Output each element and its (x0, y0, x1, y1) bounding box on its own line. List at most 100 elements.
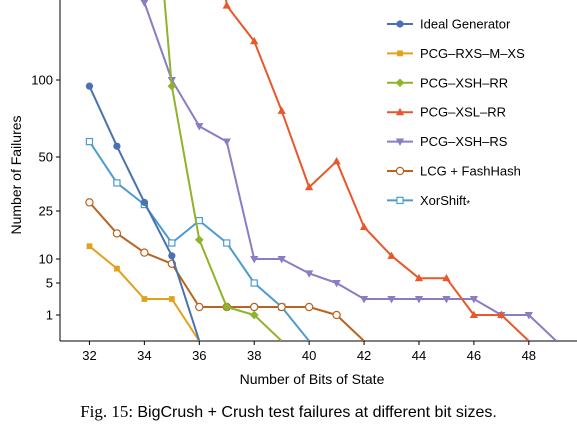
data-point (168, 252, 176, 260)
series-line (163, 0, 283, 341)
data-point (222, 138, 231, 146)
x-tick-label: 40 (302, 348, 316, 363)
data-point (112, 229, 122, 238)
data-point (387, 295, 396, 304)
legend: Ideal Generator PCG–RXS–M–XS PCG–XSH–RR PCG… (387, 17, 525, 210)
y-axis-title: Number of Failures (8, 115, 24, 234)
legend-item: PCG–XSH–RS (387, 134, 508, 149)
data-point (387, 251, 396, 259)
y-tick-label: 25 (39, 204, 53, 219)
legend-item: PCG–XSH–RR (387, 75, 508, 90)
data-point (524, 311, 533, 320)
legend-swatch-marker (396, 20, 404, 28)
legend-item: PCG–XSL–RR (387, 105, 506, 120)
x-tick-label: 36 (192, 348, 206, 363)
legend-label: PCG–XSH–RR (420, 75, 508, 90)
caption-label: Fig. 15: (80, 402, 134, 421)
legend-label: PCG–XSL–RR (420, 105, 506, 120)
data-point (277, 106, 286, 114)
data-point (359, 295, 369, 304)
data-point (141, 296, 148, 302)
data-point (469, 310, 479, 319)
y-tick-label: 100 (31, 73, 53, 88)
data-point (140, 248, 149, 257)
series-ideal-generator (85, 82, 201, 341)
legend-label: PCG–RXS–M–XS (420, 46, 525, 61)
data-point (250, 36, 259, 45)
data-point (222, 302, 232, 312)
data-point (195, 123, 204, 131)
data-point (414, 295, 424, 304)
data-point (85, 82, 94, 90)
series-pcg-xsh-rr (163, 0, 283, 341)
data-point (85, 198, 94, 207)
x-tick-label: 38 (247, 348, 261, 363)
data-point (195, 302, 204, 312)
series-line (88, 201, 365, 341)
data-point (359, 222, 369, 231)
legend-item: Ideal Generator (387, 17, 511, 32)
y-tick-label: 50 (39, 150, 53, 165)
data-point (469, 295, 479, 304)
data-point (113, 179, 121, 187)
y-tick-label: 10 (39, 252, 53, 267)
data-point (250, 279, 258, 287)
legend-swatch-marker (395, 138, 405, 146)
series-line (88, 245, 201, 341)
legend-item: XorShift* (387, 193, 470, 210)
data-point (140, 0, 149, 7)
data-point (332, 310, 341, 320)
data-point (167, 81, 177, 91)
data-point (304, 182, 314, 191)
data-point (250, 302, 259, 312)
data-point (113, 142, 121, 150)
legend-swatch-marker (395, 78, 405, 88)
data-point (168, 239, 176, 247)
y-tick-label: 1 (46, 308, 53, 323)
y-axis: 1 5 10 25 50 100 (31, 0, 61, 341)
series-pcg-xsl-rr (222, 0, 530, 341)
x-tick-label: 32 (82, 348, 96, 363)
data-point (442, 295, 451, 304)
legend-swatch-marker (397, 50, 403, 57)
series-lcg-fashhash (85, 198, 365, 341)
chart: 32 34 36 38 40 42 44 46 48 1 5 10 25 50 100 Number of… (8, 0, 577, 387)
legend-label: Ideal Generator (420, 17, 511, 32)
series-line (88, 85, 201, 341)
data-point (497, 310, 506, 319)
data-point (168, 296, 175, 302)
data-point (304, 302, 314, 312)
data-point (304, 270, 314, 278)
data-point (140, 198, 148, 206)
x-tick-label: 46 (467, 348, 481, 363)
x-axis: 32 34 36 38 40 42 44 46 48 (60, 340, 577, 363)
data-point (223, 239, 231, 247)
data-point (85, 137, 94, 146)
figure-caption: Fig. 15: BigCrush + Crush test failures … (0, 402, 577, 422)
data-point (250, 255, 259, 264)
legend-swatch-marker (395, 166, 405, 176)
plot-area (85, 0, 557, 341)
series-pcg-rxs-m-xs (86, 243, 201, 341)
legend-swatch-marker (396, 196, 404, 205)
legend-label: LCG + FashHash (420, 164, 521, 179)
data-point (222, 1, 231, 9)
data-point (114, 265, 120, 272)
caption-text: BigCrush + Crush test failures at differ… (137, 404, 497, 421)
legend-label: XorShift* (420, 193, 470, 210)
legend-item: LCG + FashHash (387, 164, 521, 179)
data-point (332, 157, 341, 165)
x-tick-label: 48 (522, 348, 536, 363)
x-axis-title: Number of Bits of State (240, 371, 385, 387)
x-tick-label: 44 (412, 348, 426, 363)
y-tick-label: 5 (46, 276, 53, 291)
data-point (332, 279, 341, 288)
x-tick-label: 34 (137, 348, 151, 363)
legend-item: PCG–RXS–M–XS (387, 46, 525, 61)
data-point (194, 235, 204, 245)
data-point (277, 302, 286, 312)
series-pcg-xsh-rs (140, 0, 557, 341)
data-point (442, 273, 451, 282)
data-point (414, 273, 424, 282)
legend-label: PCG–XSH–RS (420, 134, 508, 149)
